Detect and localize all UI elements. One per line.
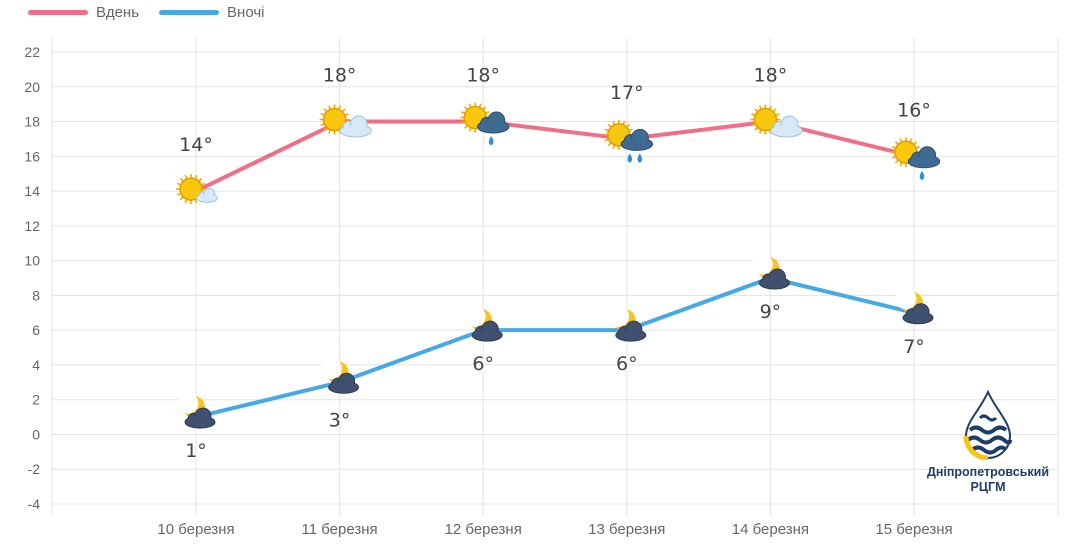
y-tick-label: 0 — [32, 426, 40, 442]
night-value-label: 1° — [185, 440, 207, 462]
y-tick-label: 18 — [24, 114, 40, 130]
logo: Дніпропетровський РЦГМ — [918, 389, 1058, 495]
y-tick-label: -2 — [28, 461, 41, 477]
logo-text-line1: Дніпропетровський — [926, 465, 1050, 479]
moon-cloud-icon — [321, 358, 360, 394]
drop-logo-icon — [963, 389, 1012, 461]
y-tick-label: 20 — [24, 79, 40, 95]
legend-swatch-night — [159, 10, 220, 15]
sun-cloud-icon — [319, 104, 372, 138]
y-tick-label: 16 — [24, 148, 40, 164]
night-series-line — [194, 276, 916, 420]
y-tick-label: 14 — [24, 183, 40, 199]
x-tick-label: 13 березня — [588, 521, 665, 538]
y-tick-label: 8 — [32, 287, 40, 303]
y-tick-label: 22 — [24, 44, 40, 60]
night-value-label: 7° — [903, 336, 925, 358]
logo-text-line2: РЦГМ — [970, 480, 1006, 494]
day-value-label: 17° — [610, 82, 644, 104]
night-value-label: 6° — [472, 353, 494, 375]
x-tick-label: 15 березня — [875, 521, 952, 538]
y-tick-label: 12 — [24, 218, 40, 234]
legend-label-night: Вночі — [227, 4, 265, 21]
sun-rain-cloud-icon — [891, 137, 941, 181]
sun-rain-cloud-icon — [460, 102, 510, 146]
x-tick-label: 12 березня — [445, 521, 522, 538]
day-value-label: 14° — [179, 134, 213, 156]
night-value-label: 9° — [760, 301, 782, 323]
y-tick-label: 4 — [32, 357, 40, 373]
day-value-label: 18° — [466, 65, 500, 87]
moon-cloud-icon — [751, 253, 790, 290]
y-tick-label: -4 — [28, 496, 41, 512]
night-value-label: 3° — [329, 409, 351, 431]
sun-cloud-icon — [176, 174, 218, 205]
x-tick-label: 10 березня — [157, 521, 234, 538]
day-value-label: 18° — [323, 65, 357, 87]
y-tick-label: 10 — [24, 253, 40, 269]
sun-rain-cloud-icon — [603, 119, 654, 163]
sun-cloud-icon — [750, 104, 803, 138]
moon-cloud-icon — [464, 305, 503, 342]
y-tick-label: 6 — [32, 322, 40, 338]
moon-cloud-icon — [895, 288, 934, 325]
legend-item-night[interactable]: Вночі — [159, 4, 264, 21]
day-value-label: 16° — [897, 99, 931, 121]
moon-cloud-icon — [608, 305, 647, 342]
chart-legend: Вдень Вночі — [28, 4, 264, 21]
legend-item-day[interactable]: Вдень — [28, 4, 139, 21]
legend-label-day: Вдень — [96, 4, 140, 21]
day-value-label: 18° — [754, 65, 788, 87]
legend-swatch-day — [28, 10, 88, 15]
y-tick-label: 2 — [32, 392, 40, 408]
moon-cloud-icon — [177, 392, 216, 429]
x-tick-label: 11 березня — [302, 521, 378, 538]
night-value-label: 6° — [616, 353, 638, 375]
x-tick-label: 14 березня — [732, 521, 809, 538]
